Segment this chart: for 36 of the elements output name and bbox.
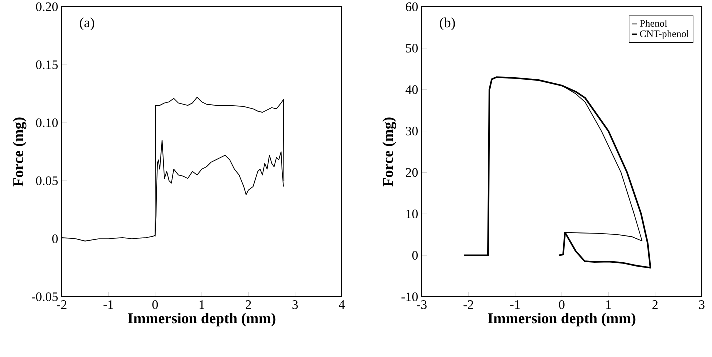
y-tick-label: 30 [406, 126, 418, 136]
x-tick-label: -2 [464, 300, 474, 310]
x-axis-title: Immersion depth (mm) [488, 313, 636, 327]
y-tick-label: -10 [402, 292, 418, 302]
y-tick-label: 0 [52, 234, 58, 244]
y-tick-label: 40 [406, 85, 418, 94]
y-tick-label: 0.20 [36, 2, 58, 12]
x-tick-label: -3 [417, 300, 427, 310]
x-tick-label: 4 [339, 300, 346, 310]
annotation: (a) [80, 18, 94, 30]
x-axis-title: Immersion depth (mm) [128, 313, 276, 327]
y-tick-label: 0 [412, 251, 418, 260]
annotation: (b) [440, 18, 456, 30]
y-axis-title: Force (mg) [382, 118, 396, 187]
x-tick-label: 2 [246, 300, 252, 310]
y-tick-label: 0.10 [36, 118, 58, 128]
legend-label: Phenol [640, 20, 668, 27]
x-tick-label: -2 [57, 300, 67, 310]
y-tick-label: 0.05 [36, 176, 58, 186]
x-tick-label: 2 [652, 300, 658, 310]
y-tick-label: -0.05 [32, 292, 58, 302]
x-tick-label: 0 [152, 300, 158, 310]
y-tick-label: 60 [406, 2, 418, 12]
x-tick-label: 1 [200, 300, 204, 310]
x-tick-label: 3 [699, 300, 705, 310]
x-tick-label: -1 [104, 300, 114, 310]
y-tick-label: 10 [406, 210, 418, 219]
x-tick-label: 1 [606, 300, 612, 310]
x-tick-label: 0 [559, 300, 565, 310]
y-axis-title: Force (mg) [13, 118, 27, 187]
y-tick-label: 20 [406, 168, 418, 178]
x-tick-label: 3 [292, 300, 298, 310]
y-tick-label: 0.15 [36, 60, 58, 70]
y-tick-label: 50 [406, 44, 418, 53]
x-tick-label: -1 [510, 300, 520, 310]
legend-label: CNT-phenol [640, 30, 690, 40]
